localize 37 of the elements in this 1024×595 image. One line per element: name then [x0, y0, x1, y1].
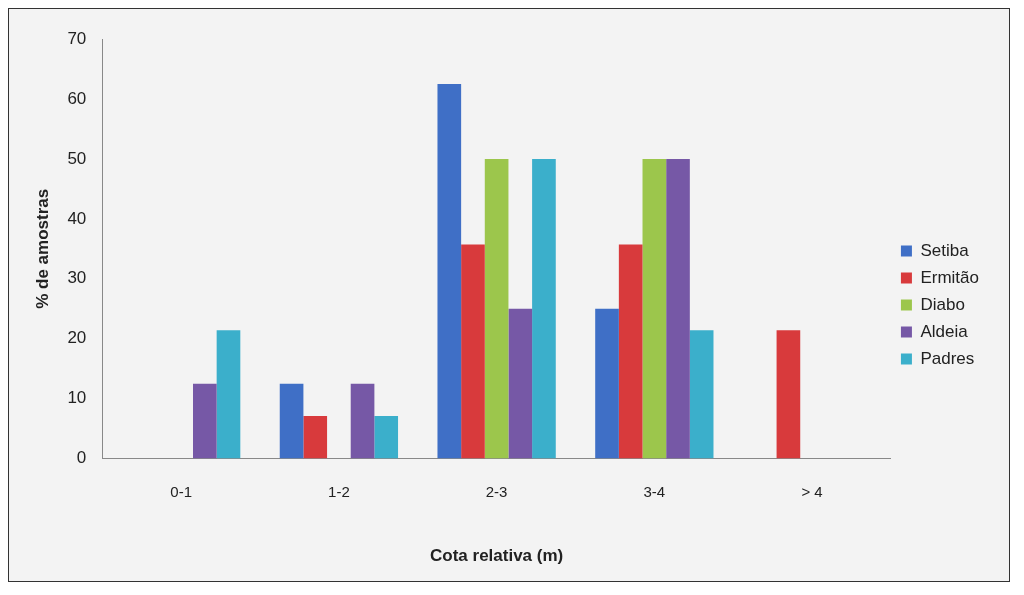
bar [461, 244, 485, 459]
y-axis-title: % de amostras [32, 188, 52, 309]
x-tick-label: 2-3 [485, 482, 508, 500]
y-tick-label: 10 [67, 388, 87, 408]
bar [279, 383, 304, 459]
bar [303, 416, 328, 459]
legend-label: Padres [920, 348, 975, 368]
bar [642, 158, 667, 459]
legend-label: Diabo [920, 294, 965, 314]
y-tick-label: 50 [67, 148, 87, 168]
bar [776, 330, 801, 459]
y-tick-label: 60 [67, 88, 87, 108]
bar [666, 158, 690, 459]
bar [532, 158, 556, 459]
y-tick-label: 40 [67, 208, 87, 228]
x-tick-label: 1-2 [328, 482, 350, 500]
legend-label: Setiba [920, 240, 970, 260]
legend-label: Aldeia [920, 321, 969, 341]
bar [374, 416, 399, 459]
bar [193, 383, 217, 459]
y-tick-label: 0 [76, 448, 87, 468]
bar [508, 308, 533, 459]
y-tick-label: 20 [67, 328, 87, 348]
bar [437, 83, 462, 459]
bar [484, 158, 509, 459]
bar [350, 383, 375, 459]
x-axis-title: Cota relativa (m) [430, 546, 564, 566]
x-tick-label: > 4 [801, 482, 823, 500]
x-tick-label: 0-1 [170, 482, 193, 500]
x-tick-label: 3-4 [643, 482, 666, 500]
y-tick-label: 30 [67, 268, 87, 288]
bar [216, 330, 241, 459]
bar [595, 308, 619, 459]
bar [618, 244, 643, 459]
y-tick-label: 70 [67, 28, 87, 48]
legend-label: Ermitão [920, 267, 980, 287]
bar [689, 330, 714, 459]
